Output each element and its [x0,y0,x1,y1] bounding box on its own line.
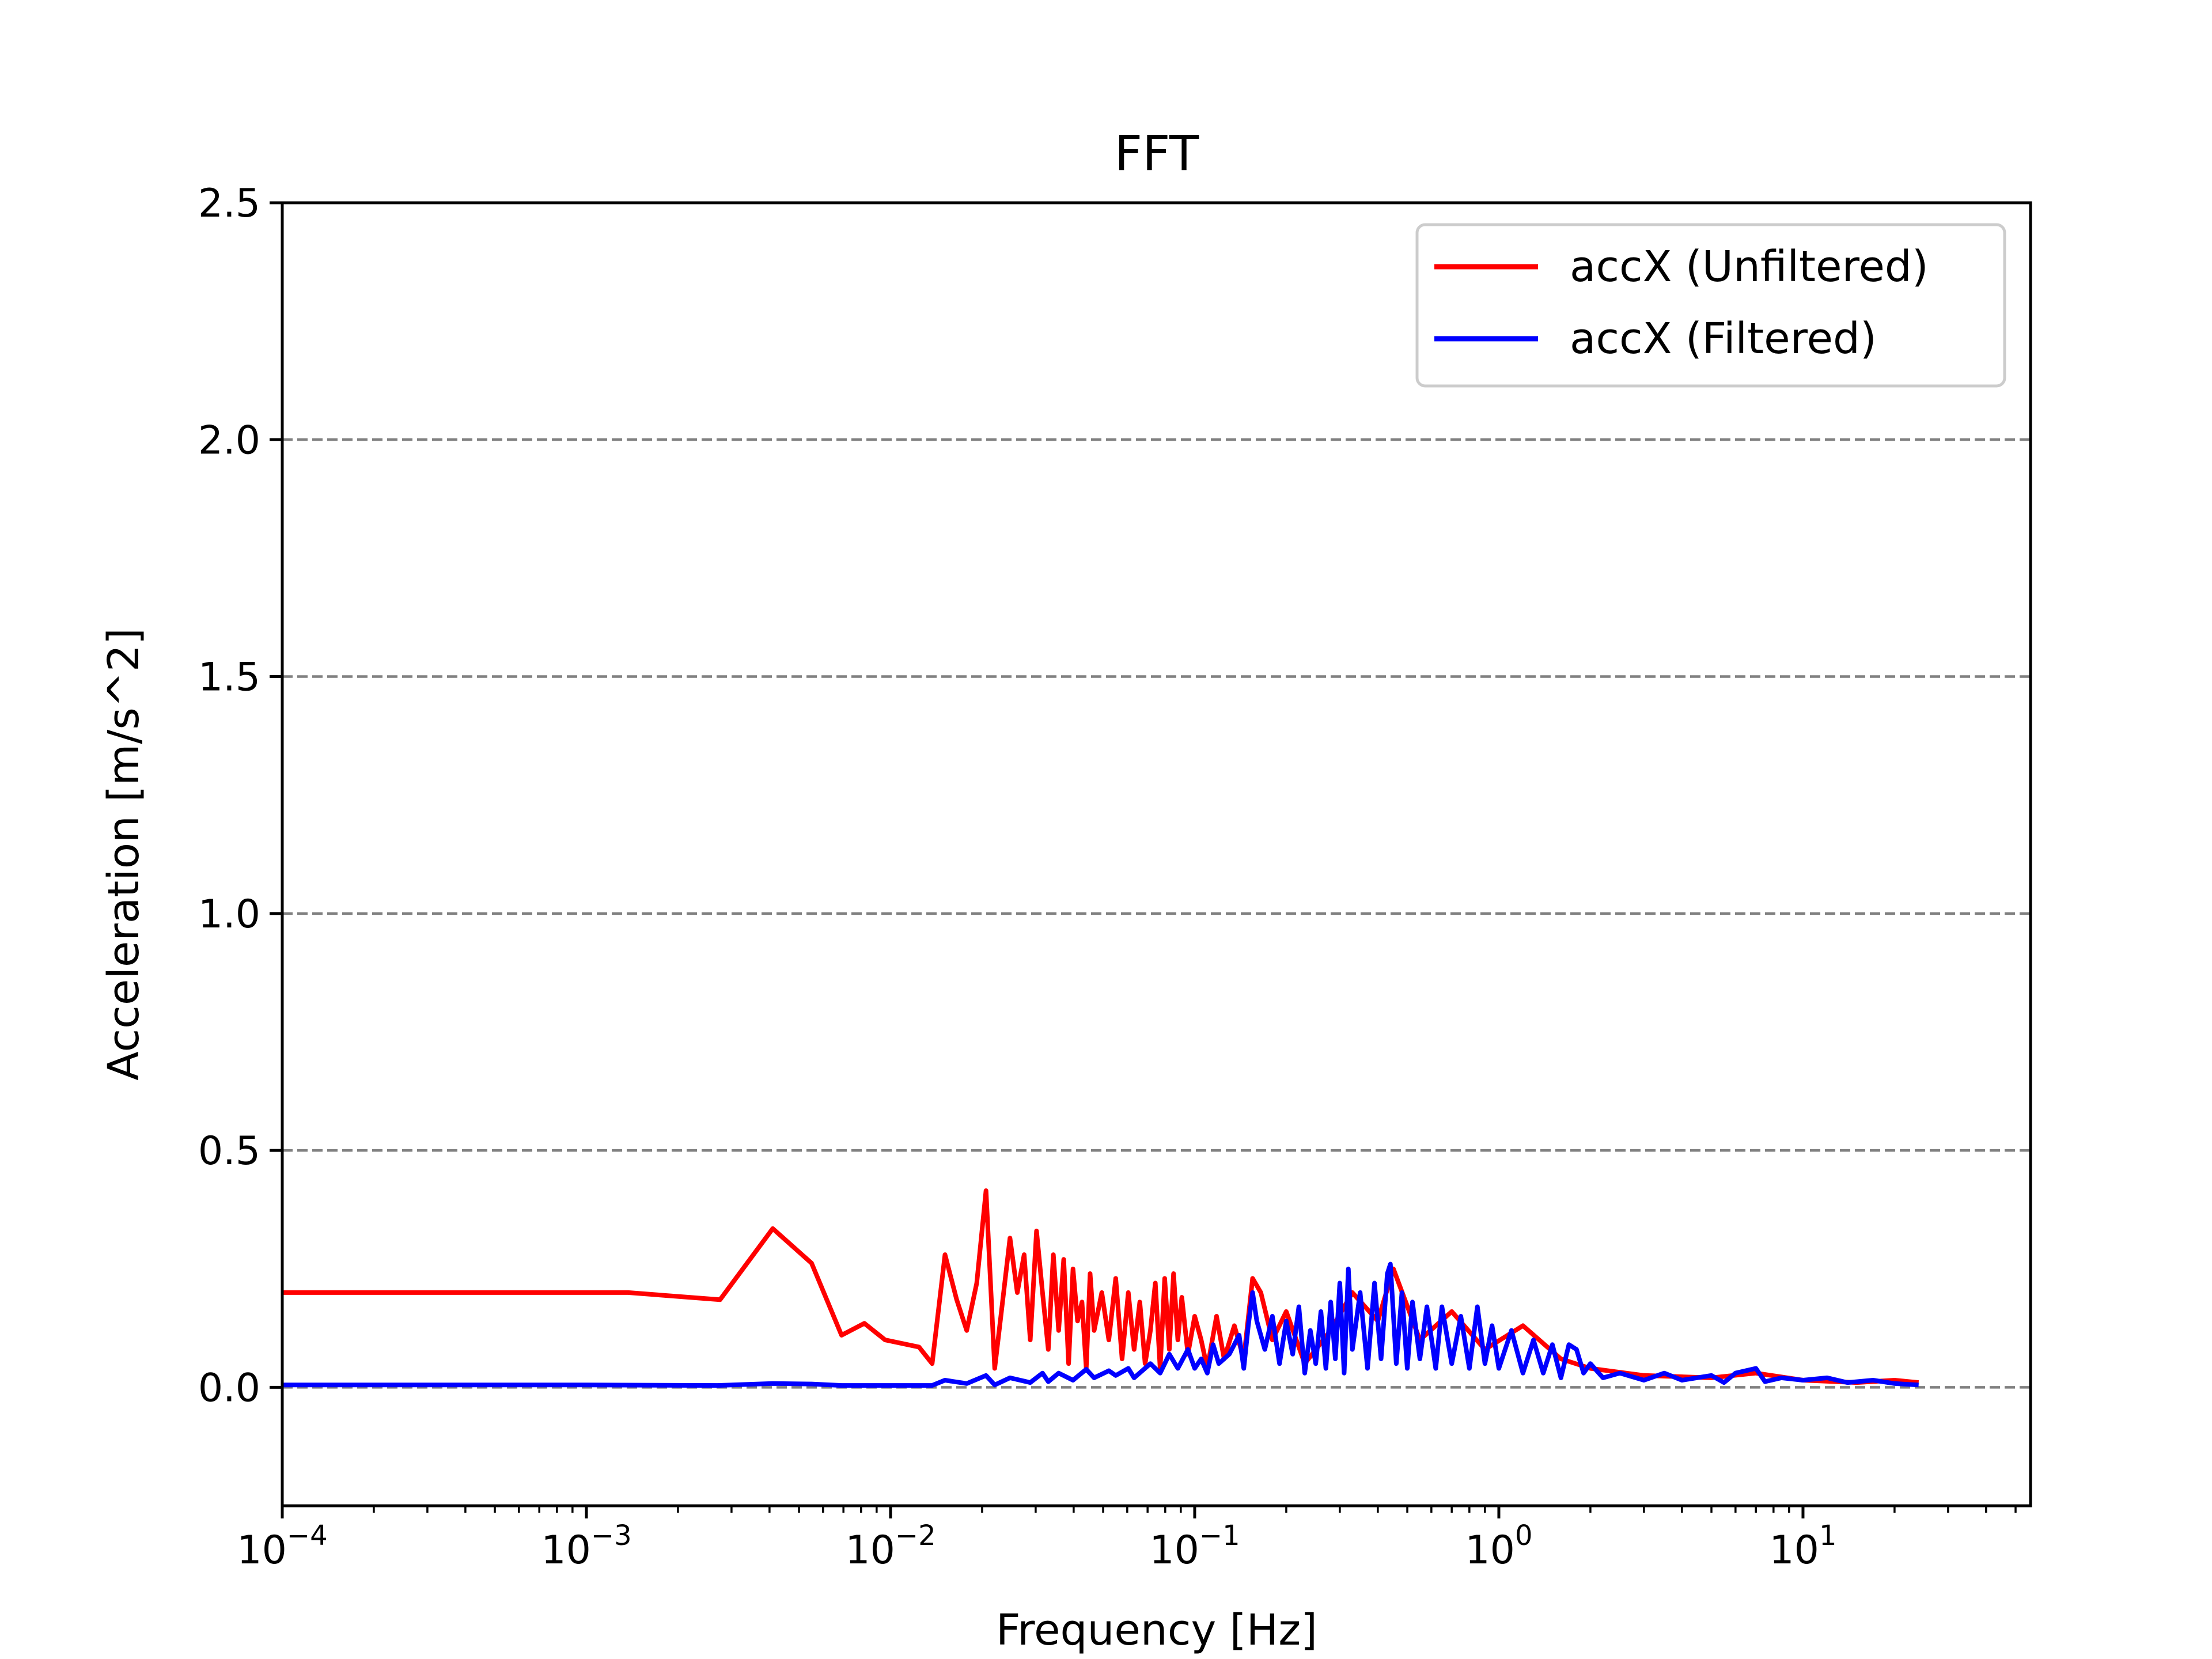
legend: accX (Unfiltered) accX (Filtered) [1415,223,2006,388]
x-tick-label: 10−1 [1149,1520,1240,1573]
x-tick-label: 10−3 [541,1520,631,1573]
legend-label-unfiltered: accX (Unfiltered) [1570,242,1929,291]
y-axis-ticks: 0.0 0.5 1.0 1.5 2.0 2.5 [198,181,282,1411]
y-tick-label: 0.5 [198,1128,260,1174]
legend-box [1415,223,2006,388]
y-tick-label: 0.0 [198,1365,260,1411]
y-axis-label: Acceleration [m/s^2] [99,628,149,1081]
legend-label-filtered: accX (Filtered) [1570,314,1877,363]
x-tick-label: 10−4 [237,1520,327,1573]
x-tick-label: 100 [1465,1520,1532,1573]
y-tick-label: 1.0 [198,892,260,937]
x-tick-label: 101 [1769,1520,1836,1573]
x-tick-label: 10−2 [845,1520,935,1573]
grid-lines [282,438,2031,1389]
series-lines [282,1188,1919,1388]
x-axis-label: Frequency [Hz] [996,1605,1317,1655]
y-tick-label: 1.5 [198,655,260,700]
plot-frame [281,201,2032,1508]
chart-title: FFT [1115,125,1199,181]
x-axis-ticks: 10−4 10−3 10−2 10−1 100 101 [237,1506,2017,1573]
y-tick-label: 2.5 [198,181,260,226]
y-tick-label: 2.0 [198,418,260,463]
series-line-1 [282,1262,1919,1388]
